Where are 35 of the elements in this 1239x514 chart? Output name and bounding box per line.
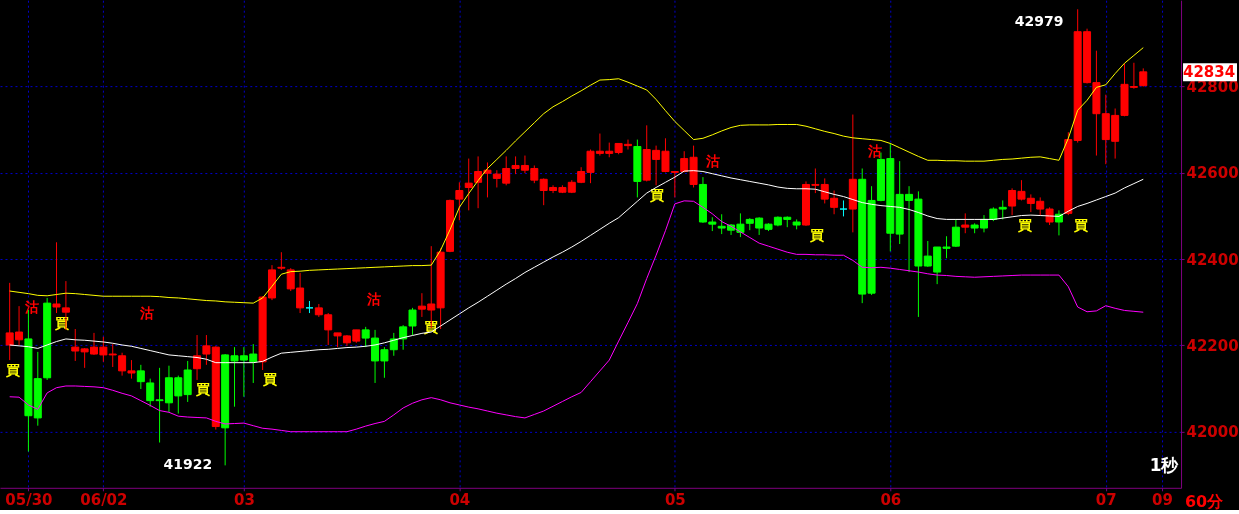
x-tick-label: 04 bbox=[449, 491, 471, 510]
annotation: 買 bbox=[649, 187, 665, 204]
annotation: 買 bbox=[809, 227, 825, 244]
y-tick-label: 42600 bbox=[1186, 164, 1239, 183]
annotation: 買 bbox=[261, 370, 277, 387]
x-tick-label: 03 bbox=[233, 491, 255, 510]
annotation: 42979 bbox=[1014, 13, 1064, 30]
annotation: 沽 bbox=[867, 143, 883, 160]
candlestick bbox=[455, 181, 464, 221]
text: 60分 bbox=[1184, 491, 1225, 511]
y-tick-label: 42200 bbox=[1186, 336, 1239, 355]
x-tick-label: 06/02 bbox=[80, 491, 128, 510]
annotation: 買 bbox=[4, 361, 20, 378]
candlestick bbox=[193, 334, 202, 381]
y-tick-label: 42400 bbox=[1186, 250, 1239, 269]
candlestick bbox=[961, 212, 970, 234]
annotation: 沽 bbox=[705, 153, 721, 170]
annotation: 買 bbox=[194, 380, 210, 397]
candlestick bbox=[1139, 67, 1148, 88]
x-tick-label: 09 bbox=[1152, 491, 1173, 510]
annotation: 買 bbox=[1073, 217, 1089, 234]
text: 42834 bbox=[1182, 63, 1236, 82]
annotation: 買 bbox=[1017, 217, 1033, 234]
x-tick-label: 06 bbox=[880, 491, 902, 510]
x-tick-label: 05 bbox=[664, 491, 686, 510]
annotation: 沽 bbox=[138, 304, 154, 321]
annotation: 1秒 bbox=[1149, 454, 1180, 475]
candlestick bbox=[464, 158, 473, 211]
candlestick bbox=[136, 364, 145, 390]
annotation: 41922 bbox=[163, 455, 213, 472]
x-tick-label: 07 bbox=[1095, 491, 1117, 510]
x-tick-label: 05/30 bbox=[5, 491, 53, 510]
y-tick-label: 42000 bbox=[1186, 423, 1239, 442]
annotation: 沽 bbox=[23, 298, 39, 315]
annotation: 沽 bbox=[365, 290, 381, 307]
